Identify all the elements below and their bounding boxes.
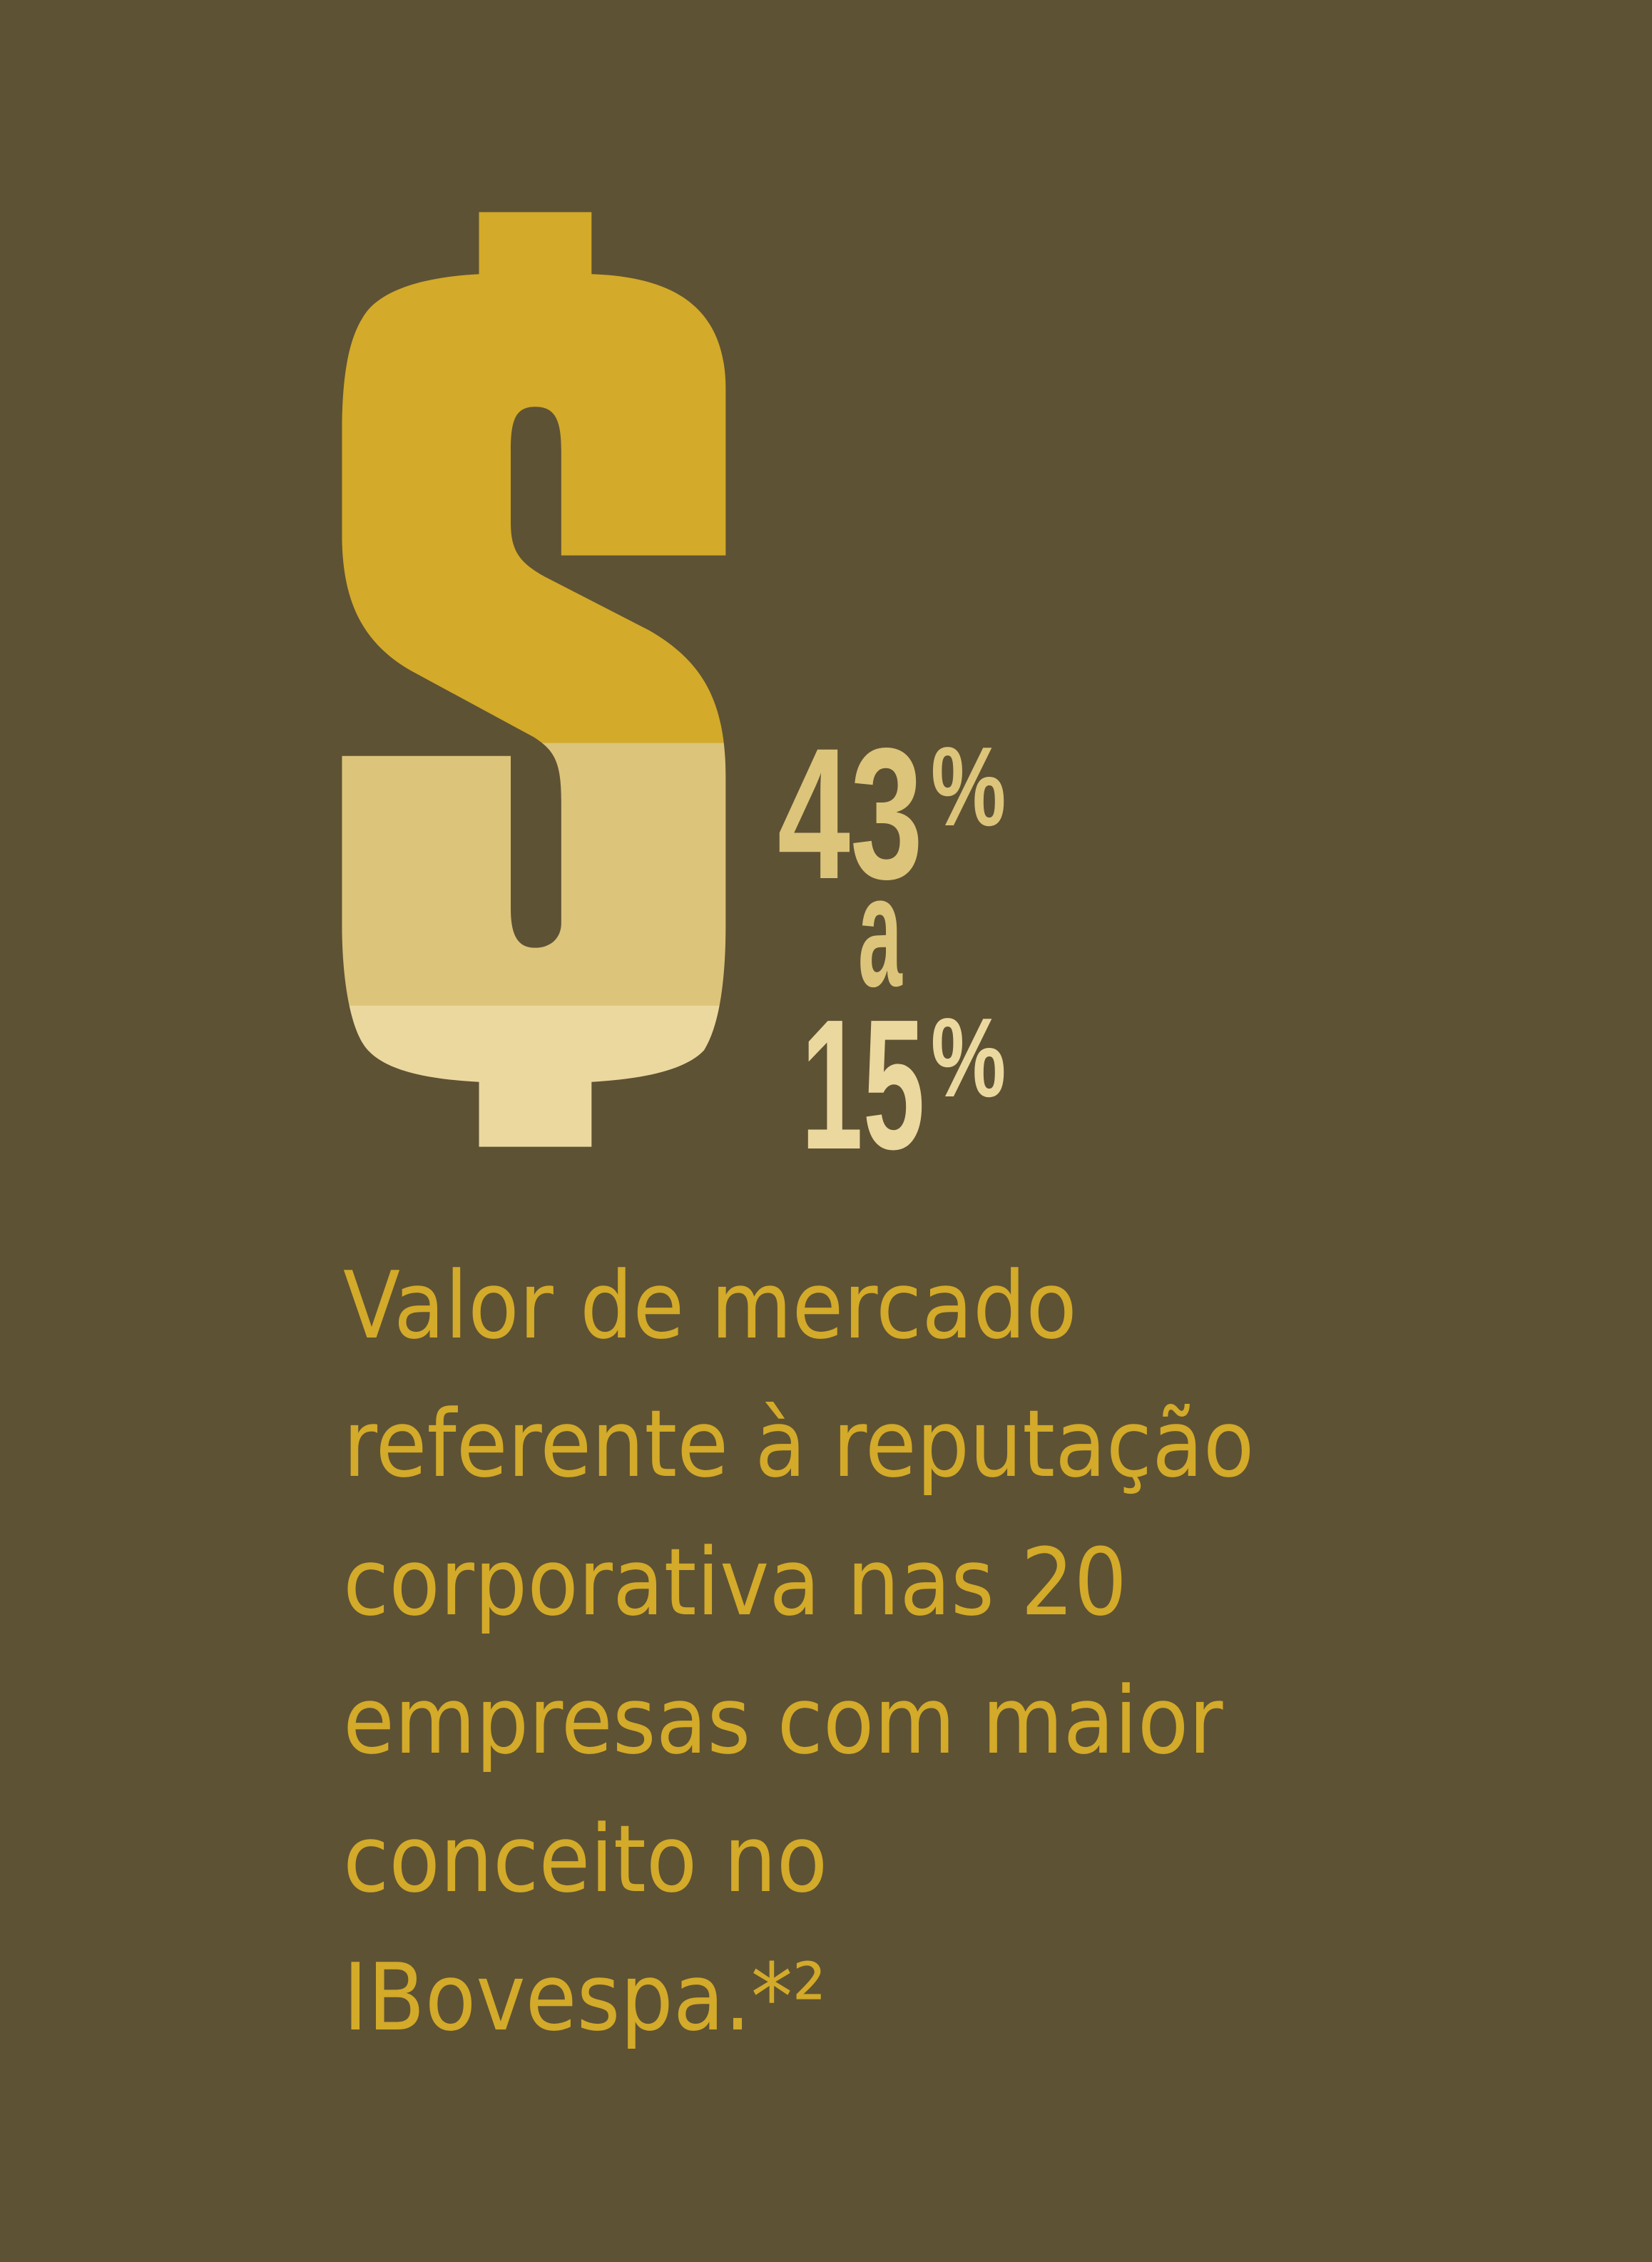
stat-high-unit: % [931, 724, 1006, 850]
description-line: conceito no [343, 1805, 828, 1913]
stat-low-unit: % [931, 995, 1006, 1121]
stat-low-value: 15 [801, 982, 925, 1188]
description-line: corporativa nas 20 [343, 1528, 1128, 1636]
stat-high-value: 43 [777, 709, 924, 918]
dollar-band-top [342, 212, 726, 743]
description-line: IBovespa.*² [343, 1943, 827, 2052]
description-line: empresas com maior [343, 1666, 1223, 1775]
description-line: Valor de mercado [343, 1251, 1077, 1360]
dollar-band-middle [342, 743, 726, 1006]
description: Valor de mercado referente à reputação c… [343, 1236, 1434, 2067]
description-line: referente à reputação [343, 1390, 1255, 1498]
dollar-band-bottom [342, 1005, 726, 1147]
stat-connector: a [858, 843, 902, 1020]
dollar-sign-icon [342, 212, 726, 1147]
